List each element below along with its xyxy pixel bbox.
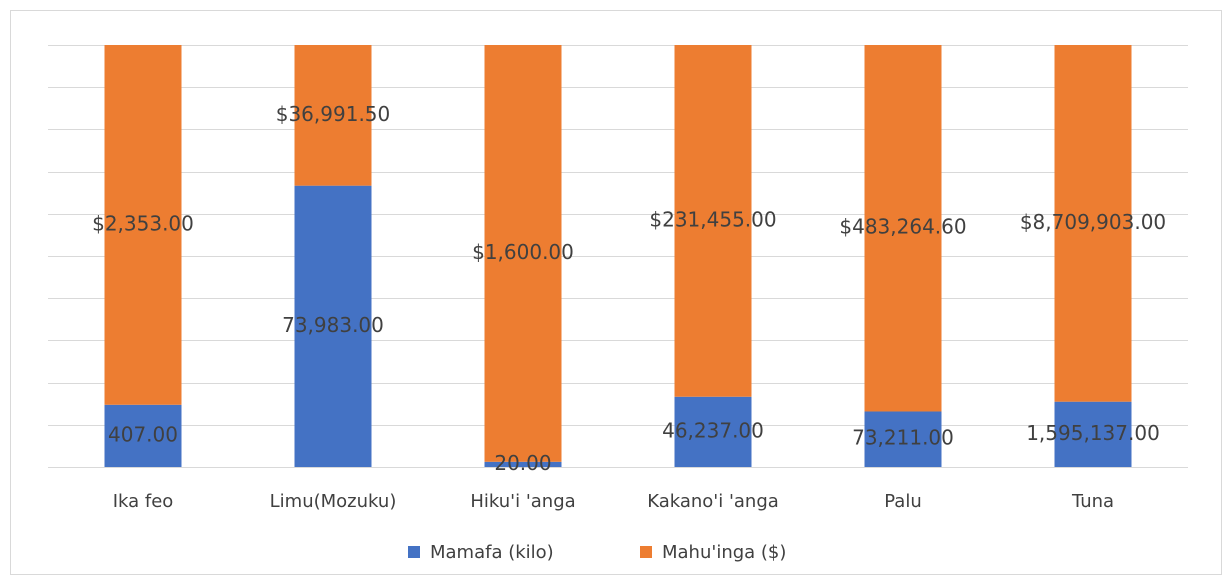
data-label: 73,983.00 xyxy=(282,313,384,337)
x-tick-label: Tuna xyxy=(1071,491,1114,512)
chart-border xyxy=(10,10,1222,575)
data-label: $2,353.00 xyxy=(92,211,194,235)
bar-segment xyxy=(484,461,562,467)
bar-segment xyxy=(1054,401,1132,467)
legend-label: Mahu'inga ($) xyxy=(662,542,786,563)
x-tick-label: Palu xyxy=(884,491,922,512)
data-label: $1,600.00 xyxy=(472,240,574,264)
bar-segment xyxy=(674,396,752,467)
data-label: $36,991.50 xyxy=(276,102,391,126)
legend-swatch xyxy=(640,546,652,558)
data-label: $483,264.60 xyxy=(839,215,966,239)
data-label: $231,455.00 xyxy=(649,207,776,231)
bar-segment xyxy=(104,404,182,467)
bar-segment xyxy=(864,411,942,467)
bar-segment xyxy=(104,45,182,405)
x-tick-label: Ika feo xyxy=(113,491,174,512)
bar-segment xyxy=(1054,45,1132,402)
data-label: 1,595,137.00 xyxy=(1026,421,1160,445)
bar-segment xyxy=(674,45,752,397)
bar-segment xyxy=(864,45,942,412)
bar-segment xyxy=(294,45,372,186)
x-tick-label: Hiku'i 'anga xyxy=(470,491,575,512)
legend-swatch xyxy=(408,546,420,558)
x-tick-label: Kakano'i 'anga xyxy=(647,491,779,512)
data-label: 46,237.00 xyxy=(662,418,764,442)
data-label: 407.00 xyxy=(108,422,178,446)
data-label: $8,709,903.00 xyxy=(1020,210,1166,234)
data-label: 20.00 xyxy=(494,451,551,475)
x-tick-label: Limu(Mozuku) xyxy=(270,491,397,512)
data-label: 73,211.00 xyxy=(852,426,954,450)
bar-segment xyxy=(294,185,372,467)
bar-segment xyxy=(484,45,562,462)
legend-label: Mamafa (kilo) xyxy=(430,542,554,563)
